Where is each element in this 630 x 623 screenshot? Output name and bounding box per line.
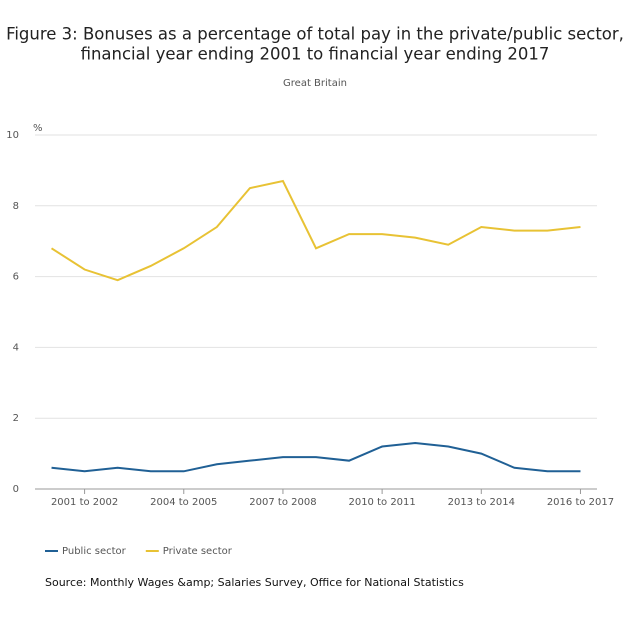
legend-label: Private sector [163, 546, 233, 557]
y-tick-label: 6 [13, 272, 19, 283]
y-tick-label: 0 [13, 484, 19, 495]
x-tick-label: 2013 to 2014 [448, 497, 515, 508]
legend-label: Public sector [62, 546, 127, 557]
y-tick-label: 8 [13, 201, 19, 212]
x-tick-label: 2004 to 2005 [150, 497, 217, 508]
series-line [50, 179, 581, 282]
y-tick-label: 2 [13, 413, 19, 424]
x-tick-label: 2010 to 2011 [348, 497, 415, 508]
y-tick-label: 4 [13, 342, 19, 353]
source: Source: Monthly Wages &amp; Salaries Sur… [45, 576, 464, 589]
series-line [51, 441, 581, 473]
x-tick-label: 2001 to 2002 [51, 497, 118, 508]
x-tick-label: 2007 to 2008 [249, 497, 316, 508]
y-axis-label: % [33, 123, 43, 134]
chart-title: financial year ending 2001 to financial … [81, 45, 550, 64]
chart-subtitle: Great Britain [283, 78, 347, 89]
chart-title: Figure 3: Bonuses as a percentage of tot… [6, 25, 624, 44]
y-tick-label: 10 [6, 130, 19, 141]
x-tick-label: 2016 to 2017 [547, 497, 614, 508]
